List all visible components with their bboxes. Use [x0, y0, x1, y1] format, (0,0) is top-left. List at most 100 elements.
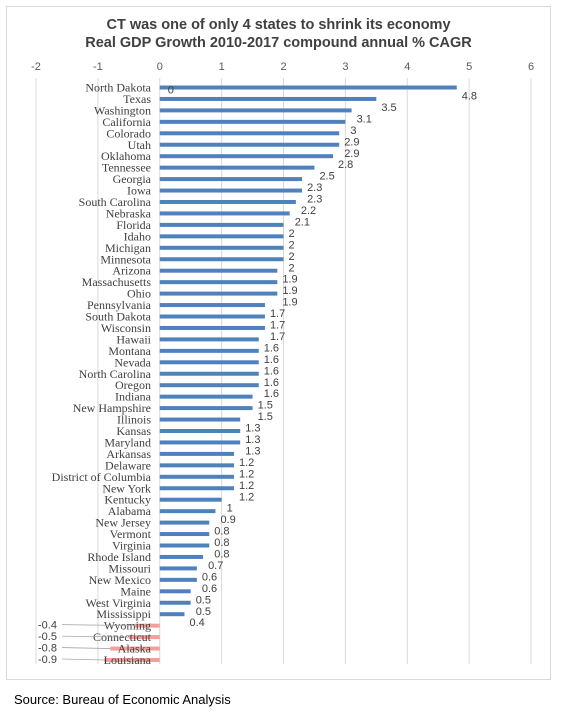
data-label: 2.2 — [301, 205, 316, 217]
data-label: -0.9 — [38, 654, 57, 666]
bar — [159, 142, 340, 147]
category-label: Michigan — [105, 241, 151, 255]
data-label: 2.8 — [338, 159, 353, 171]
bar — [159, 257, 284, 262]
x-axis-ticks: -2 -1 0 1 2 3 4 5 6 — [31, 61, 534, 73]
x-tick-label: 3 — [342, 61, 348, 73]
bar — [135, 623, 160, 628]
category-label: District of Columbia — [52, 470, 152, 484]
bar — [128, 635, 160, 640]
bar — [159, 577, 197, 582]
data-label: 1.3 — [245, 445, 260, 457]
bar — [159, 234, 284, 239]
data-label: -0.4 — [38, 620, 57, 632]
bar — [159, 394, 253, 399]
data-label: -0.5 — [38, 631, 57, 643]
bar — [159, 497, 222, 502]
bar — [159, 85, 457, 90]
bar — [159, 440, 241, 445]
data-label-leader-line — [61, 635, 129, 638]
data-label: 0.6 — [202, 583, 217, 595]
data-label: 0.8 — [214, 526, 229, 538]
data-label: 2.3 — [307, 194, 322, 206]
data-label-leader-line — [61, 658, 105, 661]
category-label: New Mexico — [89, 573, 151, 587]
data-label: 2 — [289, 251, 295, 263]
category-label: Louisiana — [104, 653, 152, 667]
category-label: Vermont — [110, 527, 152, 541]
bars — [104, 85, 457, 662]
x-tick-label: -1 — [93, 61, 103, 73]
data-label: 0.4 — [190, 617, 205, 629]
category-label: Indiana — [115, 390, 152, 404]
category-label: Florida — [116, 218, 151, 232]
data-label: 3 — [350, 125, 356, 137]
bar — [159, 371, 259, 376]
bar — [159, 383, 259, 388]
x-tick-label: 5 — [466, 61, 472, 73]
data-label: 0.7 — [208, 560, 223, 572]
bar — [159, 463, 234, 468]
bar — [159, 566, 197, 571]
bar — [159, 165, 315, 170]
data-label: 1.3 — [245, 423, 260, 435]
source-note: Source: Bureau of Economic Analysis — [14, 692, 231, 707]
bar — [159, 211, 290, 216]
category-label: Idaho — [124, 229, 151, 243]
data-label: 2.5 — [319, 171, 334, 183]
data-label: 2.1 — [295, 216, 310, 228]
category-label: Missouri — [108, 561, 151, 575]
category-label: Minnesota — [100, 252, 151, 266]
bar — [159, 154, 333, 159]
x-tick-label: 1 — [219, 61, 225, 73]
category-label: Arkansas — [106, 447, 151, 461]
chart-frame — [6, 6, 551, 680]
category-label: New Jersey — [95, 516, 151, 530]
category-label: Rhode Island — [87, 550, 151, 564]
category-label: North Carolina — [79, 367, 152, 381]
bar — [159, 532, 210, 537]
bar — [159, 486, 234, 491]
category-labels: North DakotaTexasWashingtonCaliforniaCol… — [52, 81, 152, 668]
category-label: California — [102, 115, 151, 129]
bar — [159, 291, 278, 296]
bar — [159, 348, 259, 353]
data-label: 1.2 — [239, 491, 254, 503]
x-tick-label: -2 — [31, 61, 41, 73]
category-label: Massachusetts — [82, 275, 152, 289]
bar — [110, 646, 160, 651]
category-label: Delaware — [105, 458, 151, 472]
category-label: Hawaii — [116, 332, 151, 346]
bar — [159, 429, 241, 433]
bar — [159, 188, 303, 193]
data-label: 4.8 — [462, 91, 477, 103]
data-label: 1.7 — [270, 308, 285, 320]
bar — [159, 417, 241, 422]
chart-title-line-1: CT was one of only 4 states to shrink it… — [106, 17, 451, 33]
category-label: South Dakota — [85, 310, 151, 324]
data-label: -0.8 — [38, 643, 57, 655]
bar — [159, 325, 265, 330]
data-label: 0.5 — [196, 594, 211, 606]
category-label: Alabama — [108, 504, 152, 518]
data-label: 2.9 — [344, 148, 359, 160]
category-label: North Dakota — [85, 81, 151, 95]
bar — [104, 658, 160, 662]
category-label: South Carolina — [79, 195, 152, 209]
category-label: Kansas — [116, 424, 151, 438]
bar — [159, 303, 265, 308]
data-label: 0.9 — [220, 514, 235, 526]
bar — [159, 589, 191, 594]
category-label: Illinois — [117, 413, 151, 427]
category-label: Kentucky — [104, 493, 151, 507]
bar — [159, 314, 265, 319]
x-tick-label: 2 — [280, 61, 286, 73]
data-label: 1.6 — [264, 388, 279, 400]
data-label-leader-line — [61, 647, 111, 649]
x-tick-label: 0 — [157, 61, 163, 73]
bar — [159, 96, 377, 101]
gridlines — [35, 78, 532, 664]
category-label: Arizona — [112, 264, 151, 278]
data-label: 1.9 — [282, 297, 297, 309]
bar — [159, 360, 259, 365]
